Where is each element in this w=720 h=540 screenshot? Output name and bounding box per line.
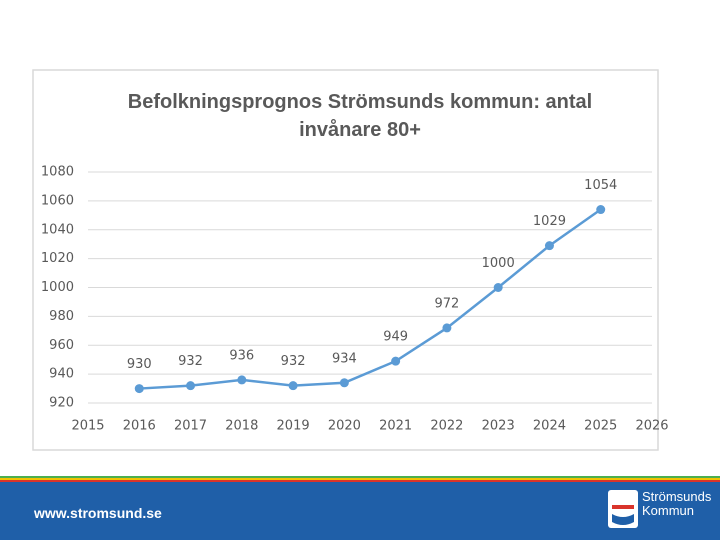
footer-stripe: [0, 478, 720, 480]
x-tick-label: 2026: [635, 419, 668, 434]
data-point: [442, 323, 452, 333]
y-tick-label: 920: [49, 396, 74, 411]
logo-line: Strömsunds: [642, 489, 712, 504]
chart-title: Befolkningsprognos Strömsunds kommun: an…: [127, 91, 593, 141]
data-point: [339, 378, 349, 388]
logo-line: Kommun: [642, 503, 695, 518]
x-tick-label: 2017: [174, 419, 207, 434]
x-tick-label: 2024: [533, 419, 566, 434]
data-label: 936: [229, 348, 254, 363]
y-tick-label: 960: [49, 338, 74, 353]
x-tick-label: 2019: [277, 419, 310, 434]
data-label: 932: [178, 354, 203, 369]
footer-url[interactable]: www.stromsund.se: [34, 505, 162, 521]
y-tick-label: 1060: [41, 193, 74, 208]
x-tick-label: 2022: [430, 419, 463, 434]
y-tick-label: 1040: [41, 222, 74, 237]
y-tick-label: 1020: [41, 251, 74, 266]
x-tick-label: 2016: [123, 419, 156, 434]
data-point: [391, 356, 401, 366]
footer-stripe: [0, 480, 720, 482]
y-tick-label: 980: [49, 309, 74, 324]
logo-water: [612, 514, 634, 525]
data-label: 972: [434, 296, 459, 311]
footer-band: [0, 478, 720, 540]
logo-bridge: [612, 505, 634, 509]
data-point: [544, 241, 554, 251]
data-label: 934: [332, 351, 357, 366]
data-label: 932: [281, 354, 306, 369]
y-tick-label: 1000: [41, 280, 74, 295]
data-point: [493, 283, 503, 292]
series-line: [139, 208, 602, 390]
data-point: [134, 384, 144, 394]
data-label: 1000: [482, 256, 515, 271]
data-label: 1054: [584, 178, 617, 193]
data-point: [596, 205, 606, 215]
x-tick-label: 2025: [584, 419, 617, 434]
data-label: 1029: [533, 214, 566, 229]
y-tick-label: 1080: [41, 165, 74, 180]
x-tick-label: 2021: [379, 419, 412, 434]
x-tick-label: 2020: [328, 419, 361, 434]
data-point: [186, 381, 196, 391]
y-tick-label: 940: [49, 367, 74, 382]
data-label: 930: [127, 357, 152, 372]
logo-text: Strömsunds Kommun: [642, 490, 711, 518]
x-tick-label: 2018: [225, 419, 258, 434]
plot: 920 940 960 980 1000 1020 1040 1060 1080 2015 2016…: [41, 165, 669, 434]
x-tick-label: 2023: [482, 419, 515, 434]
data-point: [237, 375, 247, 385]
data-point: [288, 381, 298, 391]
data-label: 949: [383, 330, 408, 345]
footer-stripe: [0, 476, 720, 478]
x-tick-label: 2015: [71, 419, 104, 434]
